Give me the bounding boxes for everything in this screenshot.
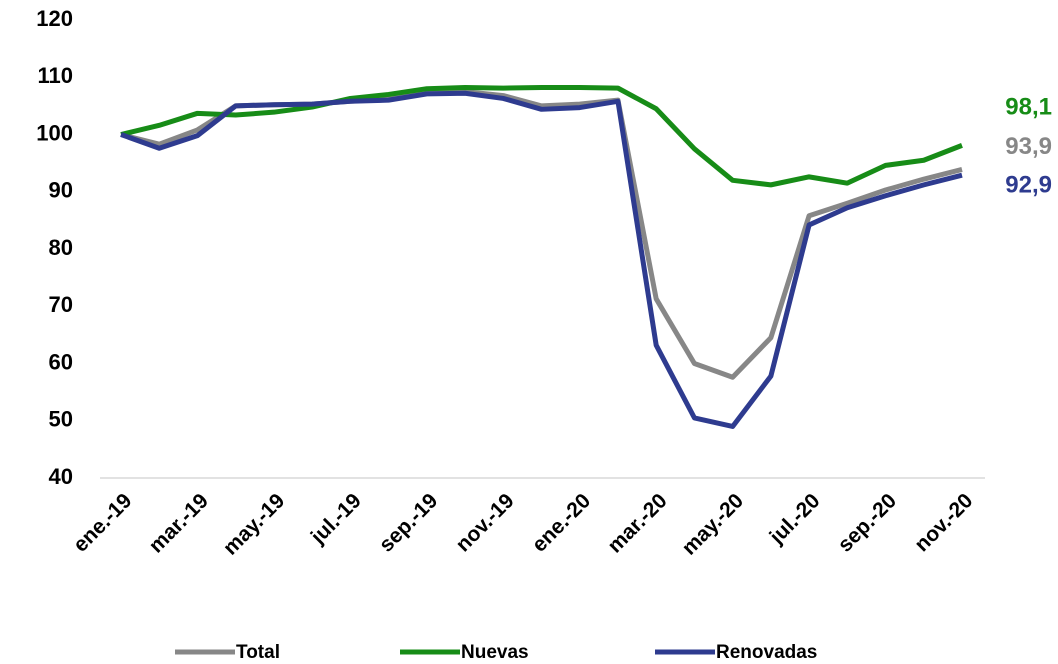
y-tick-label: 120 xyxy=(36,6,73,31)
x-tick-label: ene.-20 xyxy=(528,489,595,556)
x-tick-label: may.-20 xyxy=(678,489,748,559)
x-tick-label: jul.-19 xyxy=(306,489,366,549)
x-tick-label: nov.-20 xyxy=(910,489,977,556)
x-tick-label: sep.-19 xyxy=(375,489,442,556)
y-tick-label: 60 xyxy=(49,349,73,374)
x-tick-label: mar.-19 xyxy=(145,489,213,557)
x-tick-label: mar.-20 xyxy=(603,489,671,557)
series-line xyxy=(120,89,963,380)
y-tick-label: 40 xyxy=(49,464,73,489)
y-tick-label: 70 xyxy=(49,292,73,317)
y-tick-label: 80 xyxy=(49,235,73,260)
y-tick-label: 100 xyxy=(36,120,73,145)
data-label: 93,9 xyxy=(1005,133,1052,160)
legend-label: Renovadas xyxy=(716,642,817,663)
y-tick-label: 90 xyxy=(49,178,73,203)
x-tick-label: ene.-19 xyxy=(69,489,136,556)
data-label: 92,9 xyxy=(1005,171,1052,198)
x-tick-label: nov.-19 xyxy=(452,489,519,556)
y-tick-label: 110 xyxy=(38,63,74,88)
x-tick-label: may.-19 xyxy=(219,489,289,559)
x-tick-label: jul.-20 xyxy=(765,489,825,549)
x-tick-label: sep.-20 xyxy=(834,489,901,556)
series-line xyxy=(120,90,963,429)
legend-label: Total xyxy=(236,642,280,663)
y-tick-label: 50 xyxy=(49,407,73,432)
series-line xyxy=(120,85,963,188)
data-label: 98,1 xyxy=(1005,94,1052,121)
legend-label: Nuevas xyxy=(461,642,529,663)
